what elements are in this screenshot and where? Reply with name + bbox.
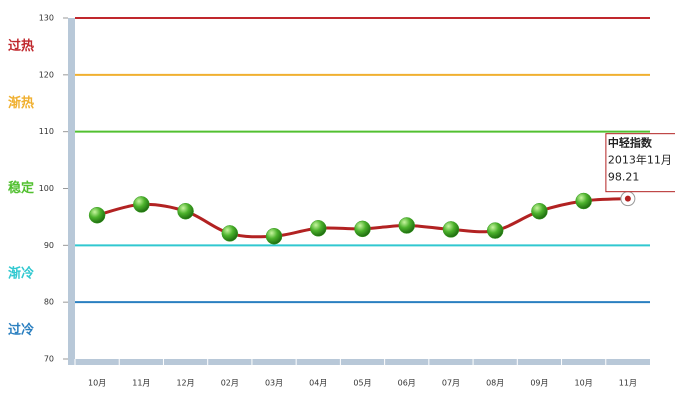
- marker: [354, 220, 371, 238]
- tooltip: 中轻指数 2013年11月 98.21: [605, 133, 675, 193]
- marker: [575, 192, 592, 210]
- zone-label: 渐冷: [8, 265, 34, 281]
- y-axis-bar: [68, 18, 75, 365]
- y-tick-label: 110: [39, 127, 54, 136]
- y-tick-label: 90: [44, 241, 54, 250]
- marker-dot: [624, 195, 631, 202]
- x-tick-label: 08月: [486, 379, 504, 388]
- x-tick-label: 07月: [442, 379, 460, 388]
- zone-label: 过热: [8, 38, 34, 54]
- x-tick-label: 10月: [575, 379, 593, 388]
- x-tick-label: 12月: [176, 379, 194, 388]
- tooltip-value: 98.21: [608, 171, 640, 184]
- x-tick-label: 11月: [132, 379, 150, 388]
- marker: [221, 225, 239, 242]
- marker: [486, 222, 504, 239]
- marker: [442, 221, 460, 238]
- marker: [531, 202, 548, 220]
- zone-label: 渐热: [8, 95, 34, 111]
- y-tick-label: 80: [44, 298, 54, 307]
- y-tick-label: 70: [44, 355, 54, 364]
- x-tick-label: 02月: [221, 379, 239, 388]
- y-tick-label: 100: [39, 184, 54, 193]
- y-tick-label: 130: [39, 14, 54, 23]
- x-tick-label: 10月: [88, 379, 106, 388]
- tooltip-title: 中轻指数: [608, 136, 653, 150]
- x-tick-label: 03月: [265, 379, 283, 388]
- x-tick-label: 06月: [398, 379, 416, 388]
- x-axis-bar: [68, 359, 650, 365]
- x-tick-label: 04月: [309, 379, 327, 388]
- zone-label: 稳定: [8, 180, 34, 196]
- zone-label: 过冷: [8, 322, 34, 338]
- tooltip-date: 2013年11月: [608, 153, 672, 167]
- marker: [265, 227, 283, 245]
- y-tick-label: 120: [39, 70, 54, 79]
- marker: [310, 220, 327, 237]
- marker: [398, 217, 415, 234]
- x-tick-label: 09月: [530, 379, 548, 388]
- x-tick-label: 05月: [353, 379, 371, 388]
- marker: [88, 206, 106, 224]
- tooltip-box: [605, 133, 675, 193]
- x-tick-label: 11月: [619, 379, 637, 388]
- marker: [177, 202, 194, 220]
- marker: [133, 196, 150, 213]
